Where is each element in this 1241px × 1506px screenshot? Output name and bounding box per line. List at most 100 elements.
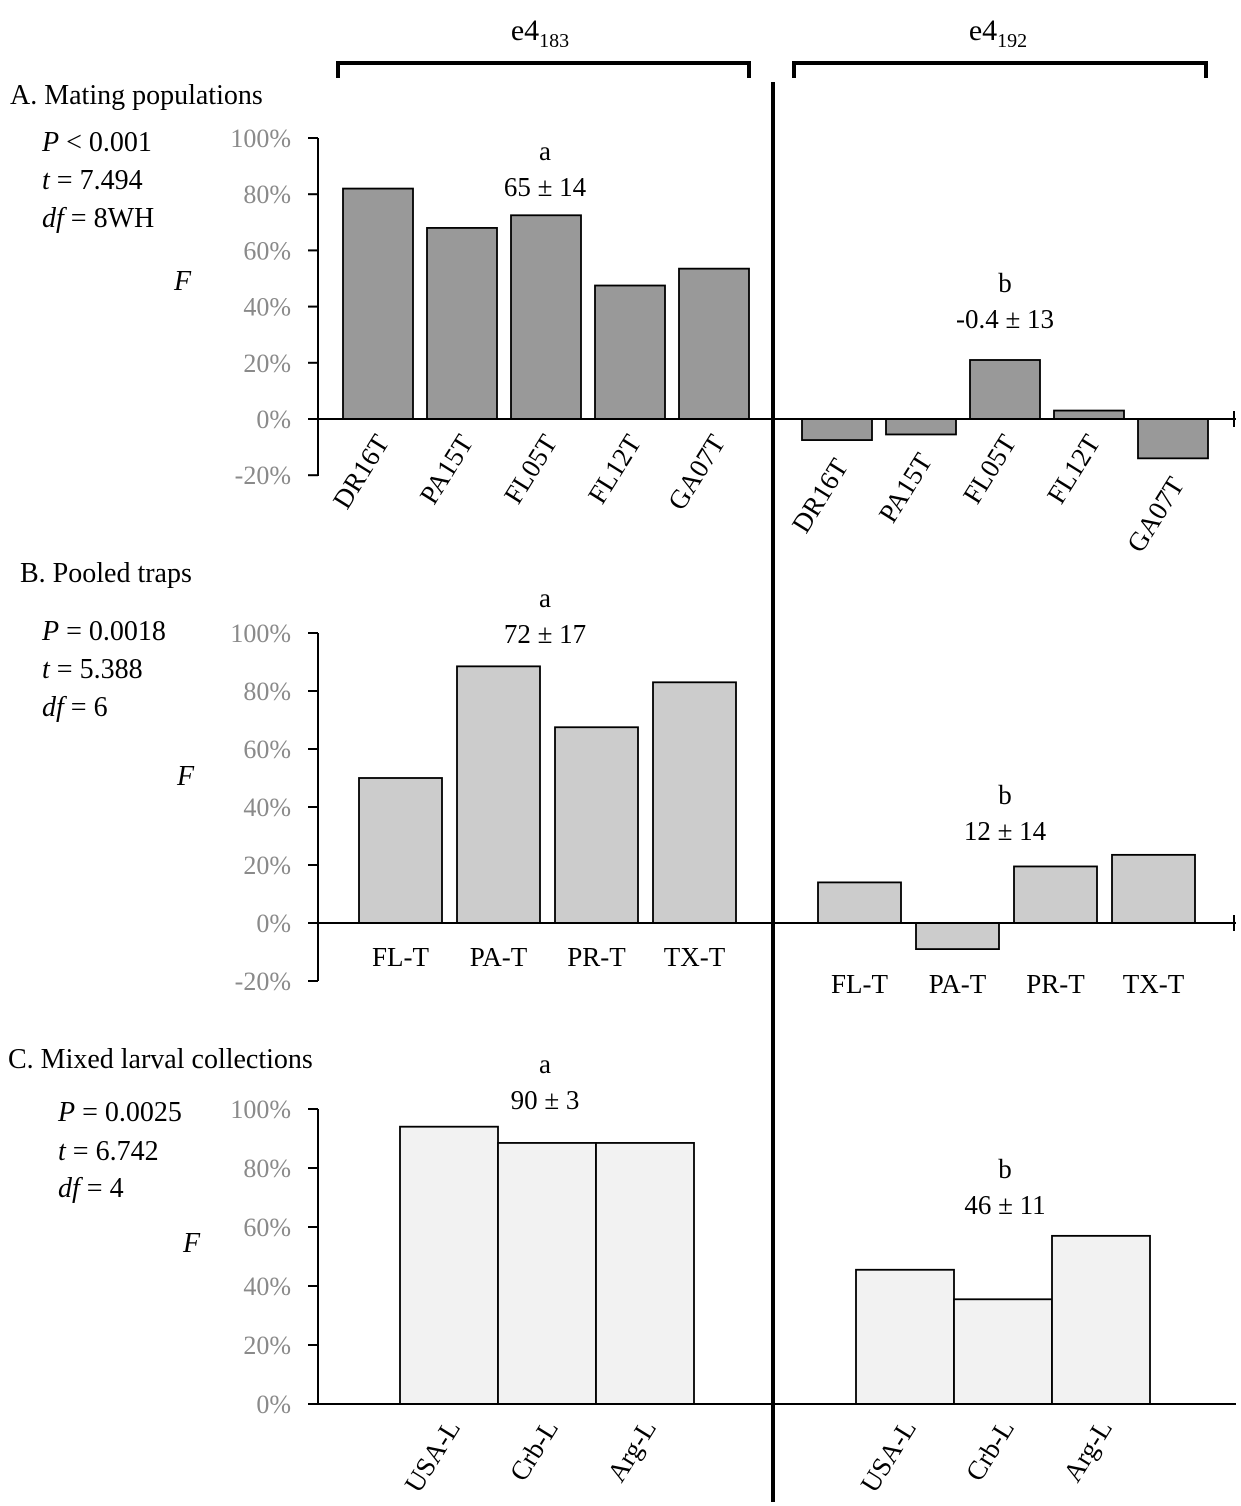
bar-e4192-GA07T <box>1137 418 1209 460</box>
mean-annotation: 65 ± 14 <box>504 172 587 202</box>
y-axis-label: F <box>176 761 195 792</box>
panel-mixed-larval-collections: C. Mixed larval collections P = 0.0025 t… <box>8 1044 1236 1498</box>
bar-e4192-PA15T <box>885 418 957 436</box>
mean-annotation: 46 ± 11 <box>964 1190 1045 1220</box>
bars: FL-T PA-T PR-T TX-T a 72 ± 17 FL-T PA-T PR-T TX-T… <box>318 583 1236 999</box>
bar-e4192-Arg-L <box>1051 1234 1151 1405</box>
category-label: PA-T <box>929 969 987 999</box>
category-label: USA-L <box>399 1414 467 1497</box>
y-tick-label: 40% <box>243 1272 291 1301</box>
category-label: PR-T <box>567 942 626 972</box>
stat-t: t = 7.494 <box>42 165 143 196</box>
panel-mating-populations: A. Mating populations P < 0.001 t = 7.49… <box>10 80 1236 557</box>
bar-e4192-DR16T <box>801 418 873 441</box>
category-label: FL-T <box>372 942 430 972</box>
significance-letter: a <box>539 1049 551 1079</box>
bar-e4192-FL-T <box>817 881 902 924</box>
y-tick-label: 60% <box>243 1213 291 1242</box>
category-label: Arg-L <box>1057 1414 1118 1487</box>
category-label: Crb-L <box>960 1414 1020 1486</box>
bar-e4183-Arg-L <box>595 1142 695 1405</box>
bar-e4183-USA-L <box>399 1125 499 1405</box>
group-header-e4192: e4192 <box>792 14 1208 78</box>
stat-p: P = 0.0025 <box>57 1097 182 1128</box>
significance-letter: a <box>539 136 551 166</box>
category-label: TX-T <box>664 942 726 972</box>
group-bracket <box>336 61 751 78</box>
y-ticks: 100% 80% 60% 40% 20% 0% <box>230 1095 319 1419</box>
y-tick-label: 60% <box>243 236 291 265</box>
svg-text:e4183: e4183 <box>511 14 569 52</box>
category-label: GA07T <box>1121 471 1190 557</box>
group-label: e4 <box>511 14 539 47</box>
y-tick-label: 0% <box>256 1390 291 1419</box>
panel-pooled-traps: B. Pooled traps P = 0.0018 t = 5.388 df … <box>20 558 1236 999</box>
category-label: PA15T <box>873 447 939 527</box>
stat-t: t = 6.742 <box>58 1136 159 1167</box>
y-tick-label: 20% <box>243 349 291 378</box>
y-tick-label: 100% <box>230 124 291 153</box>
bar-e4183-FL-T <box>358 777 443 924</box>
bars: USA-L Crb-L Arg-L a 90 ± 3 USA-L Crb-L Arg-L b 46… <box>318 1049 1236 1498</box>
mean-annotation: 90 ± 3 <box>511 1085 580 1115</box>
category-label: Crb-L <box>504 1414 564 1486</box>
panel-title: B. Pooled traps <box>20 558 192 589</box>
bar-e4183-PA15T <box>426 227 498 420</box>
panel-title: C. Mixed larval collections <box>8 1044 313 1075</box>
group-bracket <box>792 61 1208 78</box>
category-label: DR16T <box>786 453 855 538</box>
bar-e4192-Crb-L <box>953 1298 1053 1405</box>
y-ticks: 100% 80% 60% 40% 20% 0% -20% <box>230 124 319 490</box>
bar-e4183-FL12T <box>594 284 666 420</box>
bar-e4183-PA-T <box>456 665 541 924</box>
category-label: FL05T <box>498 429 563 509</box>
y-tick-label: 100% <box>230 619 291 648</box>
significance-letter: b <box>998 268 1012 298</box>
category-label: PA-T <box>470 942 528 972</box>
stat-df: df = 4 <box>58 1173 124 1204</box>
y-tick-label: 80% <box>243 180 291 209</box>
bar-e4183-DR16T <box>342 187 414 420</box>
panel-title: A. Mating populations <box>10 80 263 111</box>
category-label: USA-L <box>855 1414 923 1497</box>
bar-e4192-FL05T <box>969 359 1041 420</box>
y-tick-label: 20% <box>243 1331 291 1360</box>
y-tick-label: 60% <box>243 735 291 764</box>
bar-e4192-TX-T <box>1111 853 1196 924</box>
stat-p: P = 0.0018 <box>41 616 166 647</box>
stat-t: t = 5.388 <box>42 654 143 685</box>
y-tick-label: 40% <box>243 293 291 322</box>
y-tick-label: 0% <box>256 405 291 434</box>
bar-e4183-PR-T <box>554 726 639 924</box>
group-subscript: 183 <box>539 30 569 52</box>
category-label: FL05T <box>957 429 1022 509</box>
y-axis-label: F <box>182 1228 201 1259</box>
group-label: e4 <box>969 14 997 47</box>
group-subscript: 192 <box>997 30 1027 52</box>
group-header-e4183: e4183 <box>336 14 751 78</box>
bar-e4192-PR-T <box>1013 865 1098 924</box>
bar-e4192-FL12T <box>1053 409 1125 420</box>
y-axis-label: F <box>173 266 192 297</box>
stat-df: df = 8WH <box>42 203 154 234</box>
category-label: FL-T <box>831 969 889 999</box>
y-tick-label: 80% <box>243 1154 291 1183</box>
bar-e4183-FL05T <box>510 214 582 420</box>
category-label: Arg-L <box>601 1414 662 1487</box>
stat-p: P < 0.001 <box>41 127 152 158</box>
mean-annotation: 12 ± 14 <box>964 816 1047 846</box>
category-label: DR16T <box>327 429 396 514</box>
y-tick-label: 80% <box>243 677 291 706</box>
svg-text:e4192: e4192 <box>969 14 1027 52</box>
category-label: TX-T <box>1123 969 1185 999</box>
category-label: GA07T <box>662 429 731 515</box>
bar-e4183-Crb-L <box>497 1142 597 1405</box>
stat-df: df = 6 <box>42 692 108 723</box>
category-label: FL12T <box>582 429 647 509</box>
y-ticks: 100% 80% 60% 40% 20% 0% -20% <box>230 619 319 996</box>
category-label: FL12T <box>1041 429 1106 509</box>
y-tick-label: 40% <box>243 793 291 822</box>
y-tick-label: 20% <box>243 851 291 880</box>
